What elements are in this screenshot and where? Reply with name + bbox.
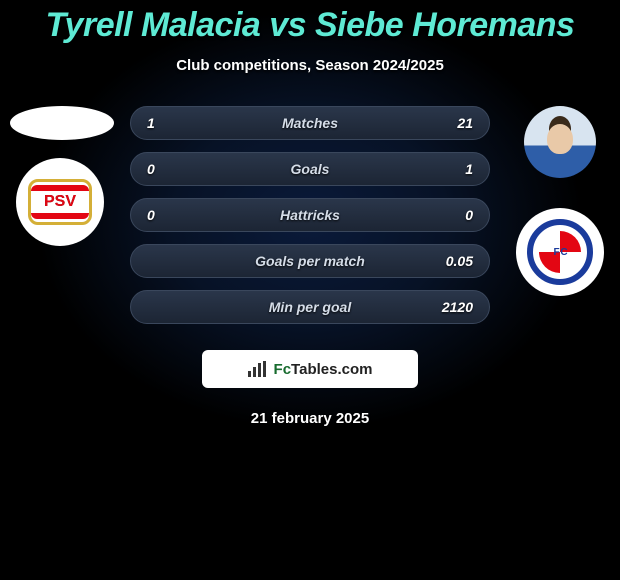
stat-label: Hattricks bbox=[197, 207, 423, 223]
stat-right-value: 0 bbox=[423, 207, 473, 223]
stat-row: 1 Matches 21 bbox=[130, 106, 490, 140]
watermark-brand-rest: Tables.com bbox=[291, 361, 372, 378]
stat-label: Goals bbox=[197, 161, 423, 177]
watermark-text: FcTables.com bbox=[274, 361, 373, 378]
stat-label: Matches bbox=[197, 115, 423, 131]
club-left-badge: PSV bbox=[16, 158, 104, 246]
psv-badge-icon: PSV bbox=[28, 179, 92, 225]
right-column: F C bbox=[510, 106, 610, 314]
watermark-brand-main: Fc bbox=[274, 361, 292, 378]
stat-right-value: 2120 bbox=[423, 299, 473, 315]
left-column: PSV bbox=[10, 106, 110, 264]
stat-left-value: 0 bbox=[147, 161, 197, 177]
stats-list: 1 Matches 21 0 Goals 1 0 Hattricks 0 Goa… bbox=[130, 106, 490, 336]
player-left-avatar bbox=[10, 106, 114, 140]
stat-right-value: 1 bbox=[423, 161, 473, 177]
page-title: Tyrell Malacia vs Siebe Horemans bbox=[0, 0, 620, 45]
stat-label: Min per goal bbox=[197, 299, 423, 315]
psv-badge-text: PSV bbox=[44, 193, 76, 211]
bar-chart-icon bbox=[248, 361, 268, 377]
stat-right-value: 21 bbox=[423, 115, 473, 131]
player-right-avatar bbox=[524, 106, 596, 178]
content-area: PSV F C 1 Matches 21 0 Goals 1 bbox=[0, 106, 620, 336]
watermark: FcTables.com bbox=[202, 350, 418, 388]
date-label: 21 february 2025 bbox=[0, 410, 620, 427]
stat-row: 0 Hattricks 0 bbox=[130, 198, 490, 232]
fcu-badge-letters: F C bbox=[533, 225, 587, 279]
stat-left-value: 1 bbox=[147, 115, 197, 131]
fcu-badge-icon: F C bbox=[527, 219, 593, 285]
stat-row: Min per goal 2120 bbox=[130, 290, 490, 324]
infographic-container: Tyrell Malacia vs Siebe Horemans Club co… bbox=[0, 0, 620, 580]
page-subtitle: Club competitions, Season 2024/2025 bbox=[0, 57, 620, 74]
stat-row: Goals per match 0.05 bbox=[130, 244, 490, 278]
stat-label: Goals per match bbox=[197, 253, 423, 269]
club-right-badge: F C bbox=[516, 208, 604, 296]
stat-right-value: 0.05 bbox=[423, 253, 473, 269]
stat-left-value: 0 bbox=[147, 207, 197, 223]
stat-row: 0 Goals 1 bbox=[130, 152, 490, 186]
